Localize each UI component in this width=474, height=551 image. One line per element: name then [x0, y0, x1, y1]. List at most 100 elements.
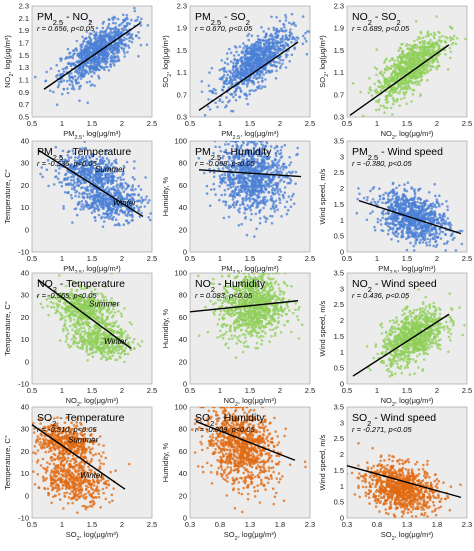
data-point — [227, 215, 231, 219]
data-point — [115, 27, 118, 31]
data-point — [94, 68, 98, 72]
data-point — [233, 58, 236, 62]
data-point — [216, 164, 219, 167]
data-point — [248, 46, 252, 49]
data-point — [136, 199, 139, 203]
data-point — [109, 65, 113, 69]
data-point — [288, 60, 292, 63]
trend-line — [198, 169, 302, 178]
data-point — [289, 28, 292, 31]
season-label: Summer — [95, 165, 126, 174]
data-point — [76, 156, 80, 160]
data-point — [280, 37, 284, 41]
data-point — [220, 180, 223, 183]
data-point — [225, 96, 228, 99]
data-point — [87, 54, 90, 57]
data-point — [114, 55, 117, 59]
data-point — [255, 200, 259, 203]
data-point — [233, 148, 237, 151]
data-point — [71, 56, 75, 60]
data-point — [257, 162, 260, 165]
data-point — [438, 36, 442, 39]
data-point — [237, 209, 240, 212]
data-point — [427, 45, 431, 48]
data-point — [278, 201, 282, 205]
data-point — [222, 154, 225, 158]
data-point — [88, 19, 92, 23]
data-point — [75, 213, 79, 217]
data-point — [229, 186, 233, 189]
data-point — [213, 141, 217, 143]
data-point — [275, 145, 279, 149]
data-point — [395, 66, 399, 69]
data-point — [238, 210, 241, 214]
data-point — [228, 180, 232, 183]
data-point — [284, 66, 288, 69]
y-axis-label: NO2, log(μg/m³) — [3, 35, 15, 88]
data-point — [229, 70, 232, 74]
data-point — [242, 141, 245, 143]
data-point — [288, 31, 292, 34]
data-point — [252, 82, 256, 86]
data-point — [107, 188, 111, 192]
data-point — [393, 68, 397, 72]
data-point — [373, 228, 377, 232]
data-point — [289, 205, 293, 208]
data-point — [113, 52, 116, 56]
data-point — [290, 53, 294, 57]
data-point — [197, 157, 201, 160]
data-point — [441, 202, 444, 206]
data-point — [212, 87, 216, 91]
data-point — [433, 203, 437, 207]
data-point — [45, 70, 48, 74]
data-point — [130, 213, 134, 217]
data-point — [418, 75, 421, 78]
data-point — [93, 167, 97, 171]
data-point — [404, 68, 407, 72]
data-point — [220, 78, 224, 81]
data-point — [273, 188, 276, 191]
data-point — [241, 161, 245, 164]
data-point — [431, 42, 435, 46]
data-point — [268, 37, 272, 41]
data-point — [214, 145, 217, 149]
data-point — [241, 149, 244, 152]
data-point — [409, 58, 413, 61]
data-point — [400, 50, 404, 54]
x-tick-label: 1.5 — [87, 119, 97, 128]
data-point — [248, 174, 251, 178]
data-point — [284, 166, 288, 169]
y-tick-label: 20 — [179, 225, 187, 234]
data-point — [270, 15, 273, 19]
data-point — [366, 196, 369, 199]
data-point — [270, 171, 273, 175]
data-point — [406, 84, 410, 87]
data-point — [264, 144, 268, 148]
data-point — [93, 37, 96, 40]
data-point — [273, 207, 276, 210]
data-point — [277, 164, 281, 167]
data-point — [63, 162, 66, 165]
data-point — [89, 176, 92, 179]
y-tick-label: 0.3 — [334, 113, 344, 122]
data-point — [368, 77, 371, 80]
data-point — [420, 78, 424, 81]
y-tick-label: 0 — [25, 225, 29, 234]
data-point — [280, 145, 284, 149]
data-point — [71, 166, 75, 169]
data-point — [100, 216, 103, 220]
data-point — [62, 79, 66, 82]
data-point — [272, 183, 276, 187]
data-point — [102, 168, 106, 172]
data-point — [76, 181, 79, 184]
data-point — [283, 30, 287, 33]
data-point — [86, 42, 90, 46]
data-point — [85, 30, 88, 33]
data-point — [445, 200, 448, 203]
data-point — [375, 88, 378, 91]
panel-title: PM2.5 - NO2 — [37, 11, 92, 27]
data-point — [295, 39, 298, 42]
data-point — [267, 56, 270, 60]
data-point — [104, 31, 107, 35]
data-point — [248, 89, 251, 93]
